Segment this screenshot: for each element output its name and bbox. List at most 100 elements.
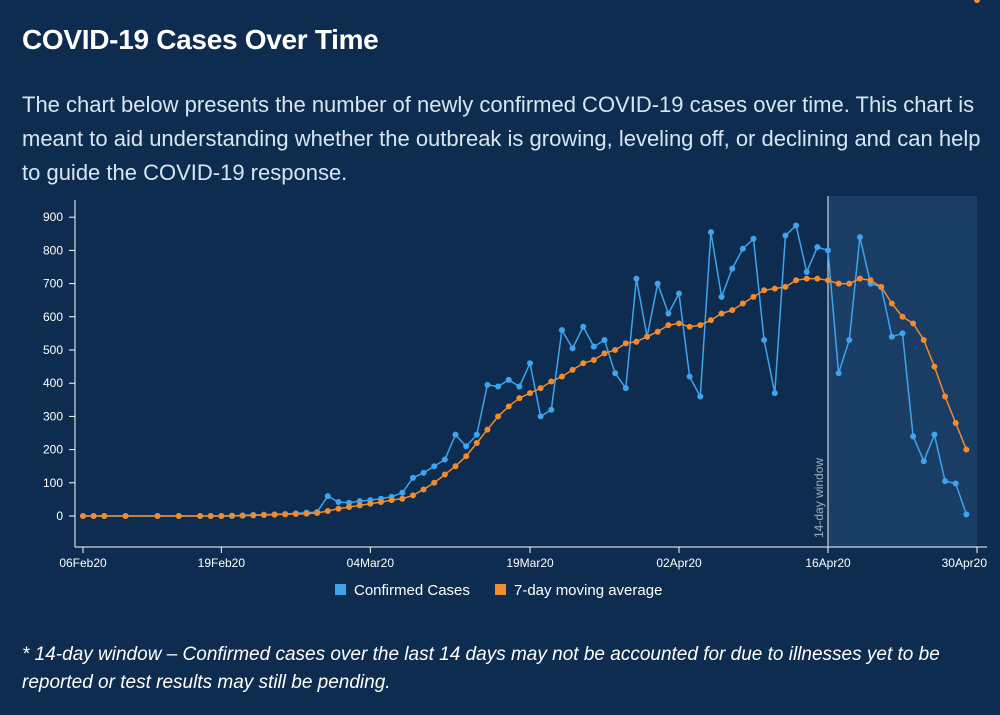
data-point-confirmed[interactable] <box>527 360 533 367</box>
data-point-confirmed[interactable] <box>484 381 491 388</box>
data-point-average[interactable] <box>729 307 736 314</box>
data-point-average[interactable] <box>101 513 108 519</box>
data-point-confirmed[interactable] <box>793 222 800 229</box>
data-point-confirmed[interactable] <box>729 265 736 272</box>
data-point-average[interactable] <box>665 322 672 329</box>
data-point-confirmed[interactable] <box>409 474 416 481</box>
data-point-average[interactable] <box>771 285 778 292</box>
data-point-average[interactable] <box>473 439 480 446</box>
data-point-average[interactable] <box>814 275 821 282</box>
data-point-average[interactable] <box>452 463 459 470</box>
data-point-average[interactable] <box>867 277 874 284</box>
data-point-confirmed[interactable] <box>750 235 757 242</box>
data-point-average[interactable] <box>878 283 885 290</box>
data-point-average[interactable] <box>782 283 789 290</box>
data-point-confirmed[interactable] <box>431 463 438 470</box>
data-point-confirmed[interactable] <box>558 327 565 334</box>
data-point-confirmed[interactable] <box>803 268 810 275</box>
data-point-confirmed[interactable] <box>931 431 938 438</box>
data-point-average[interactable] <box>154 513 161 519</box>
data-point-confirmed[interactable] <box>846 337 853 344</box>
data-point-confirmed[interactable] <box>633 275 640 282</box>
data-point-confirmed[interactable] <box>516 383 523 390</box>
data-point-average[interactable] <box>590 356 597 363</box>
data-point-average[interactable] <box>686 323 693 330</box>
data-point-confirmed[interactable] <box>920 458 927 465</box>
data-point-confirmed[interactable] <box>771 390 778 397</box>
data-point-average[interactable] <box>537 385 544 392</box>
data-point-average[interactable] <box>409 492 416 499</box>
data-point-confirmed[interactable] <box>963 511 970 518</box>
data-point-average[interactable] <box>963 446 970 453</box>
data-point-average[interactable] <box>324 508 331 515</box>
data-point-confirmed[interactable] <box>569 345 576 352</box>
data-point-average[interactable] <box>920 337 927 344</box>
data-point-confirmed[interactable] <box>441 456 448 463</box>
data-point-average[interactable] <box>335 505 342 512</box>
data-point-average[interactable] <box>707 317 714 324</box>
data-point-confirmed[interactable] <box>739 245 746 252</box>
data-point-average[interactable] <box>676 320 682 327</box>
data-point-confirmed[interactable] <box>473 431 480 438</box>
data-point-average[interactable] <box>622 340 629 347</box>
data-point-confirmed[interactable] <box>612 370 619 377</box>
data-point-confirmed[interactable] <box>505 376 512 383</box>
data-point-average[interactable] <box>974 0 980 3</box>
data-point-average[interactable] <box>207 513 214 519</box>
data-point-confirmed[interactable] <box>399 489 406 496</box>
data-point-average[interactable] <box>420 486 427 493</box>
legend-swatch-average[interactable] <box>495 584 506 595</box>
data-point-average[interactable] <box>282 511 289 518</box>
data-point-average[interactable] <box>644 333 651 340</box>
data-point-confirmed[interactable] <box>910 433 917 440</box>
data-point-average[interactable] <box>292 511 299 518</box>
data-point-average[interactable] <box>484 426 491 433</box>
data-point-average[interactable] <box>761 287 768 294</box>
data-point-average[interactable] <box>431 479 438 486</box>
data-point-confirmed[interactable] <box>495 383 502 390</box>
data-point-confirmed[interactable] <box>580 323 587 330</box>
legend-label-confirmed[interactable]: Confirmed Cases <box>354 582 470 599</box>
data-point-average[interactable] <box>495 413 502 420</box>
data-point-average[interactable] <box>463 453 470 460</box>
data-point-confirmed[interactable] <box>942 478 949 485</box>
data-point-average[interactable] <box>346 504 353 511</box>
data-point-average[interactable] <box>271 511 278 518</box>
data-point-average[interactable] <box>388 497 395 504</box>
data-point-average[interactable] <box>633 338 640 345</box>
data-point-average[interactable] <box>80 513 86 519</box>
data-point-confirmed[interactable] <box>590 343 597 350</box>
data-point-confirmed[interactable] <box>676 290 682 297</box>
data-point-confirmed[interactable] <box>814 244 821 251</box>
data-point-confirmed[interactable] <box>335 499 342 506</box>
data-point-average[interactable] <box>612 347 619 353</box>
data-point-confirmed[interactable] <box>420 469 427 476</box>
data-point-confirmed[interactable] <box>463 443 470 450</box>
data-point-confirmed[interactable] <box>601 337 608 344</box>
data-point-average[interactable] <box>250 512 257 519</box>
data-point-average[interactable] <box>239 512 246 519</box>
data-point-average[interactable] <box>910 320 917 327</box>
data-point-confirmed[interactable] <box>346 499 353 506</box>
data-point-average[interactable] <box>739 300 746 307</box>
data-point-average[interactable] <box>527 390 533 397</box>
data-point-average[interactable] <box>750 293 757 300</box>
data-point-average[interactable] <box>399 495 406 502</box>
data-point-confirmed[interactable] <box>548 406 555 413</box>
data-point-average[interactable] <box>803 275 810 282</box>
data-point-average[interactable] <box>931 363 938 370</box>
data-point-average[interactable] <box>303 510 310 517</box>
data-point-average[interactable] <box>548 378 555 385</box>
data-point-average[interactable] <box>218 513 225 519</box>
data-point-confirmed[interactable] <box>835 370 842 377</box>
legend-swatch-confirmed[interactable] <box>335 584 346 595</box>
legend-label-average[interactable]: 7-day moving average <box>514 582 662 599</box>
data-point-average[interactable] <box>314 510 321 517</box>
data-point-confirmed[interactable] <box>654 280 661 287</box>
data-point-confirmed[interactable] <box>782 232 789 239</box>
data-point-average[interactable] <box>122 513 129 519</box>
data-point-average[interactable] <box>952 420 959 427</box>
data-point-average[interactable] <box>856 275 863 282</box>
data-point-average[interactable] <box>558 373 565 380</box>
data-point-confirmed[interactable] <box>622 385 629 392</box>
